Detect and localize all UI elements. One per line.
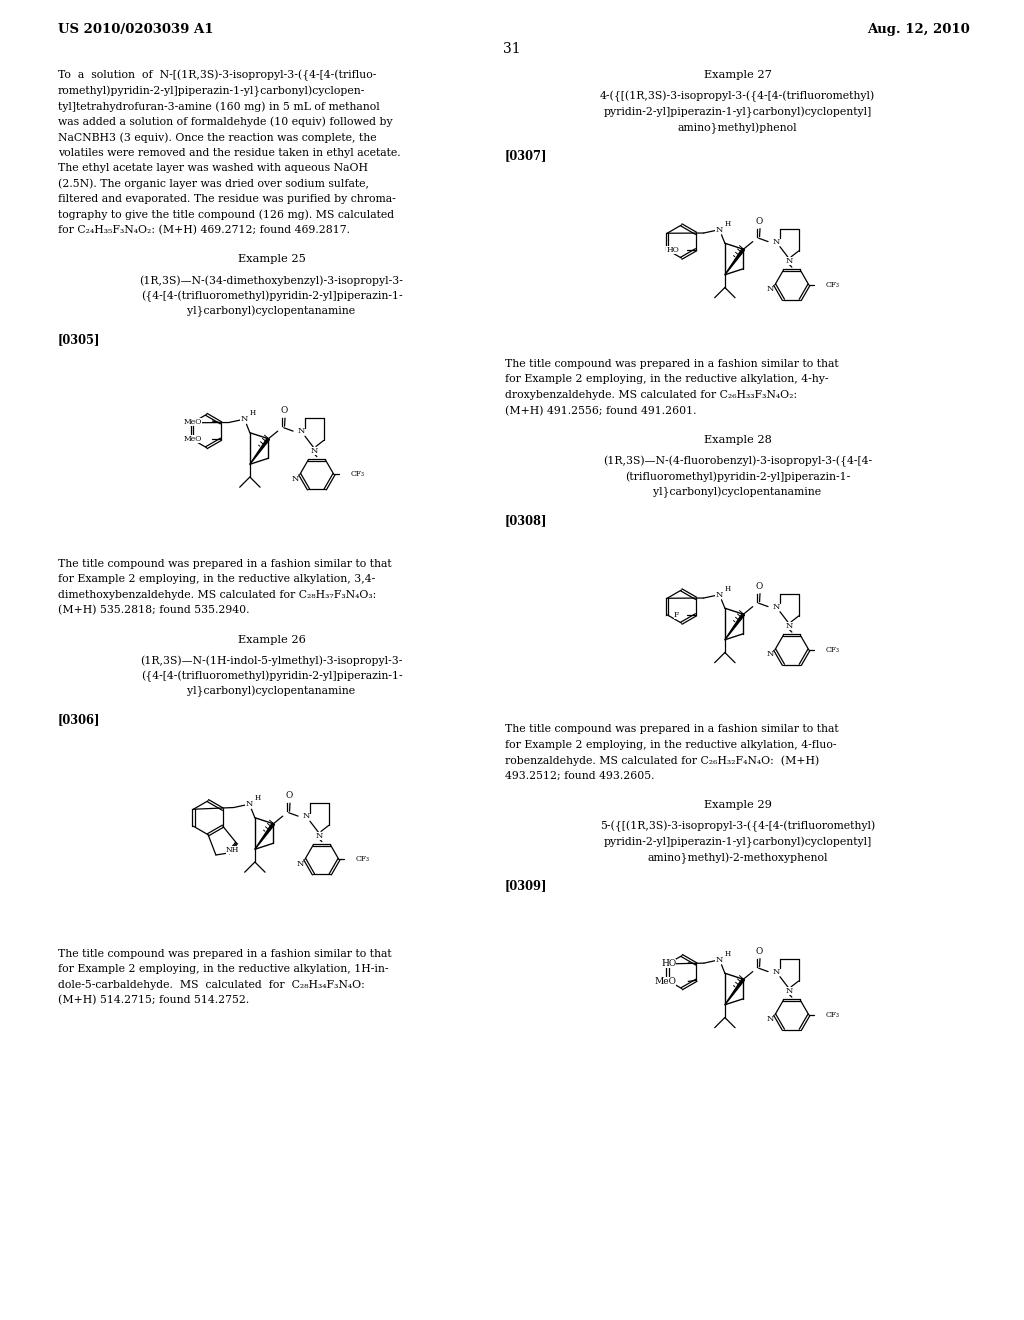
Text: The title compound was prepared in a fashion similar to that: The title compound was prepared in a fas… bbox=[58, 949, 391, 958]
Text: Example 27: Example 27 bbox=[703, 70, 771, 81]
Text: 493.2512; found 493.2605.: 493.2512; found 493.2605. bbox=[505, 771, 654, 780]
Text: H: H bbox=[250, 409, 256, 417]
Text: Example 29: Example 29 bbox=[703, 800, 771, 810]
Text: The title compound was prepared in a fashion similar to that: The title compound was prepared in a fas… bbox=[58, 558, 391, 569]
Text: CF₃: CF₃ bbox=[351, 470, 365, 478]
Text: (1R,3S)—N-(4-fluorobenzyl)-3-isopropyl-3-({4-[4-
(trifluoromethyl)pyridin-2-yl]p: (1R,3S)—N-(4-fluorobenzyl)-3-isopropyl-3… bbox=[603, 455, 872, 498]
Text: (1R,3S)—N-(34-dimethoxybenzyl)-3-isopropyl-3-
({4-[4-(trifluoromethyl)pyridin-2-: (1R,3S)—N-(34-dimethoxybenzyl)-3-isoprop… bbox=[139, 276, 403, 317]
Text: US 2010/0203039 A1: US 2010/0203039 A1 bbox=[58, 22, 213, 36]
Text: robenzaldehyde. MS calculated for C₂₆H₃₂F₄N₄O:  (M+H): robenzaldehyde. MS calculated for C₂₆H₃₂… bbox=[505, 755, 819, 766]
Text: H: H bbox=[724, 585, 730, 593]
Text: [0305]: [0305] bbox=[58, 334, 100, 347]
Text: for Example 2 employing, in the reductive alkylation, 3,4-: for Example 2 employing, in the reductiv… bbox=[58, 574, 375, 583]
Text: The title compound was prepared in a fashion similar to that: The title compound was prepared in a fas… bbox=[505, 723, 839, 734]
Text: for C₂₄H₃₅F₃N₄O₂: (M+H) 469.2712; found 469.2817.: for C₂₄H₃₅F₃N₄O₂: (M+H) 469.2712; found … bbox=[58, 224, 350, 235]
Text: N: N bbox=[785, 622, 793, 630]
Text: romethyl)pyridin-2-yl]piperazin-1-yl}carbonyl)cyclopen-: romethyl)pyridin-2-yl]piperazin-1-yl}car… bbox=[58, 86, 366, 96]
Text: N: N bbox=[310, 446, 317, 454]
Text: N: N bbox=[785, 987, 793, 995]
Text: Example 25: Example 25 bbox=[238, 255, 305, 264]
Text: N: N bbox=[296, 859, 303, 867]
Text: 5-({[(1R,3S)-3-isopropyl-3-({4-[4-(trifluoromethyl)
pyridin-2-yl]piperazin-1-yl}: 5-({[(1R,3S)-3-isopropyl-3-({4-[4-(trifl… bbox=[600, 821, 876, 863]
Text: (1R,3S)—N-(1H-indol-5-ylmethyl)-3-isopropyl-3-
({4-[4-(trifluoromethyl)pyridin-2: (1R,3S)—N-(1H-indol-5-ylmethyl)-3-isopro… bbox=[140, 656, 402, 697]
Text: MeO: MeO bbox=[183, 436, 202, 444]
Polygon shape bbox=[250, 438, 269, 465]
Text: dole-5-carbaldehyde.  MS  calculated  for  C₂₈H₃₄F₃N₄O:: dole-5-carbaldehyde. MS calculated for C… bbox=[58, 979, 365, 990]
Text: volatiles were removed and the residue taken in ethyl acetate.: volatiles were removed and the residue t… bbox=[58, 148, 400, 157]
Text: N: N bbox=[785, 257, 793, 265]
Text: for Example 2 employing, in the reductive alkylation, 4-fluo-: for Example 2 employing, in the reductiv… bbox=[505, 739, 837, 750]
Text: MeO: MeO bbox=[183, 418, 202, 426]
Text: MeO: MeO bbox=[654, 977, 676, 986]
Text: NaCNBH3 (3 equiv). Once the reaction was complete, the: NaCNBH3 (3 equiv). Once the reaction was… bbox=[58, 132, 377, 143]
Text: [0307]: [0307] bbox=[505, 149, 548, 162]
Text: N: N bbox=[773, 238, 780, 246]
Text: N: N bbox=[246, 800, 253, 808]
Text: dimethoxybenzaldehyde. MS calculated for C₂₈H₃₇F₃N₄O₃:: dimethoxybenzaldehyde. MS calculated for… bbox=[58, 590, 376, 599]
Text: filtered and evaporated. The residue was purified by chroma-: filtered and evaporated. The residue was… bbox=[58, 194, 395, 205]
Polygon shape bbox=[255, 822, 274, 849]
Text: N: N bbox=[241, 414, 248, 424]
Text: tyl]tetrahydrofuran-3-amine (160 mg) in 5 mL of methanol: tyl]tetrahydrofuran-3-amine (160 mg) in … bbox=[58, 102, 380, 112]
Text: N: N bbox=[766, 1015, 773, 1023]
Text: N: N bbox=[766, 651, 773, 659]
Text: [0308]: [0308] bbox=[505, 513, 548, 527]
Text: H: H bbox=[724, 219, 730, 227]
Text: The title compound was prepared in a fashion similar to that: The title compound was prepared in a fas… bbox=[505, 359, 839, 370]
Text: N: N bbox=[716, 590, 723, 599]
Text: H: H bbox=[254, 795, 260, 803]
Text: [0306]: [0306] bbox=[58, 714, 100, 726]
Text: 4-({[(1R,3S)-3-isopropyl-3-({4-[4-(trifluoromethyl)
pyridin-2-yl]piperazin-1-yl}: 4-({[(1R,3S)-3-isopropyl-3-({4-[4-(trifl… bbox=[600, 91, 876, 133]
Polygon shape bbox=[725, 248, 744, 275]
Text: O: O bbox=[281, 407, 288, 416]
Text: HO: HO bbox=[660, 960, 676, 969]
Text: N: N bbox=[298, 428, 305, 436]
Text: (2.5N). The organic layer was dried over sodium sulfate,: (2.5N). The organic layer was dried over… bbox=[58, 178, 369, 189]
Text: (M+H) 535.2818; found 535.2940.: (M+H) 535.2818; found 535.2940. bbox=[58, 605, 250, 615]
Text: N: N bbox=[716, 226, 723, 234]
Text: N: N bbox=[773, 968, 780, 975]
Text: Example 26: Example 26 bbox=[238, 635, 305, 644]
Text: F: F bbox=[674, 611, 679, 619]
Text: N: N bbox=[773, 603, 780, 611]
Text: (M+H) 514.2715; found 514.2752.: (M+H) 514.2715; found 514.2752. bbox=[58, 995, 249, 1006]
Text: N: N bbox=[716, 956, 723, 964]
Polygon shape bbox=[725, 614, 744, 640]
Text: NH: NH bbox=[225, 846, 239, 854]
Text: CF₃: CF₃ bbox=[826, 281, 840, 289]
Text: O: O bbox=[755, 582, 762, 591]
Text: N: N bbox=[766, 285, 773, 293]
Text: HO: HO bbox=[667, 246, 679, 253]
Polygon shape bbox=[725, 978, 744, 1005]
Text: [0309]: [0309] bbox=[505, 879, 548, 892]
Text: CF₃: CF₃ bbox=[826, 645, 840, 653]
Text: for Example 2 employing, in the reductive alkylation, 4-hy-: for Example 2 employing, in the reductiv… bbox=[505, 375, 828, 384]
Text: droxybenzaldehyde. MS calculated for C₂₆H₃₃F₃N₄O₂:: droxybenzaldehyde. MS calculated for C₂₆… bbox=[505, 389, 797, 400]
Text: tography to give the title compound (126 mg). MS calculated: tography to give the title compound (126… bbox=[58, 210, 394, 220]
Text: N: N bbox=[303, 812, 310, 820]
Text: N: N bbox=[291, 475, 298, 483]
Text: was added a solution of formaldehyde (10 equiv) followed by: was added a solution of formaldehyde (10… bbox=[58, 116, 392, 127]
Text: CF₃: CF₃ bbox=[356, 855, 370, 863]
Text: N: N bbox=[315, 832, 323, 840]
Text: O: O bbox=[285, 791, 292, 800]
Text: The ethyl acetate layer was washed with aqueous NaOH: The ethyl acetate layer was washed with … bbox=[58, 162, 368, 173]
Text: To  a  solution  of  N-[(1R,3S)-3-isopropyl-3-({4-[4-(trifluo-: To a solution of N-[(1R,3S)-3-isopropyl-… bbox=[58, 70, 377, 82]
Text: (M+H) 491.2556; found 491.2601.: (M+H) 491.2556; found 491.2601. bbox=[505, 405, 696, 416]
Text: 31: 31 bbox=[503, 42, 521, 55]
Text: H: H bbox=[724, 949, 730, 958]
Text: Example 28: Example 28 bbox=[703, 436, 771, 445]
Text: Aug. 12, 2010: Aug. 12, 2010 bbox=[867, 22, 970, 36]
Text: for Example 2 employing, in the reductive alkylation, 1H-in-: for Example 2 employing, in the reductiv… bbox=[58, 964, 388, 974]
Text: O: O bbox=[755, 946, 762, 956]
Text: CF₃: CF₃ bbox=[826, 1011, 840, 1019]
Text: O: O bbox=[755, 216, 762, 226]
